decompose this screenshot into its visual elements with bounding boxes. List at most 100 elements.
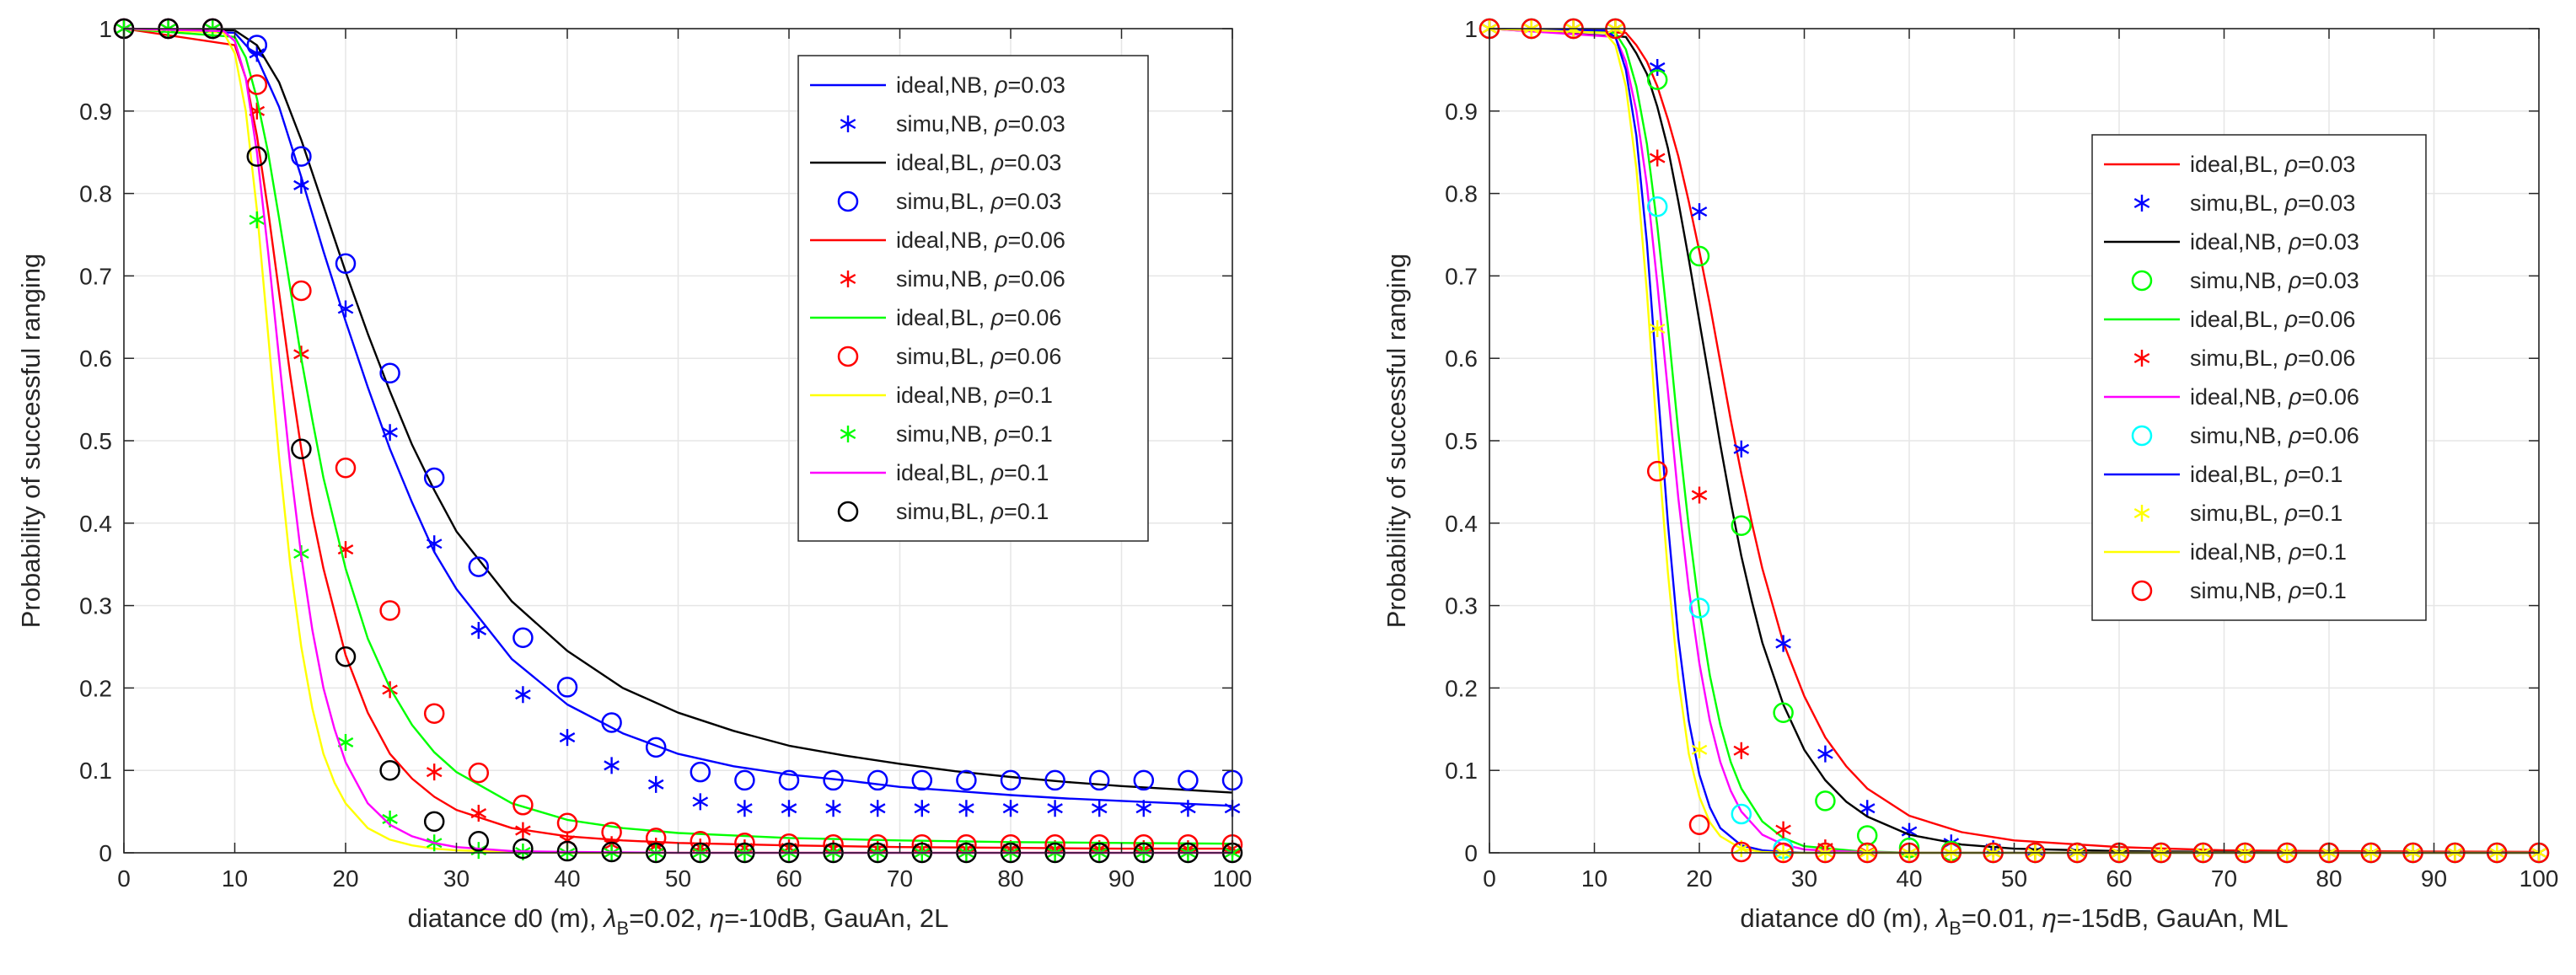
legend-entry: ideal,BL, ρ=0.06 bbox=[2190, 307, 2355, 332]
data-point bbox=[513, 838, 534, 860]
data-point bbox=[1817, 745, 1833, 763]
x-tick-label: 0 bbox=[1483, 865, 1496, 892]
data-point bbox=[1000, 769, 1022, 791]
data-point bbox=[692, 793, 709, 811]
y-tick-label: 0.3 bbox=[79, 593, 112, 619]
data-point bbox=[426, 535, 443, 553]
data-point bbox=[911, 769, 933, 791]
data-point bbox=[382, 424, 398, 442]
y-tick-label: 0.2 bbox=[79, 675, 112, 701]
data-point bbox=[1088, 769, 1110, 791]
data-point bbox=[423, 811, 445, 833]
x-axis-label: diatance d0 (m), λB=0.02, η=-10dB, GauAn… bbox=[408, 903, 949, 939]
data-point bbox=[559, 729, 576, 747]
y-tick-label: 0.8 bbox=[1445, 181, 1478, 207]
data-point bbox=[1091, 800, 1108, 817]
y-tick-label: 0.7 bbox=[1445, 263, 1478, 289]
series-line bbox=[1489, 27, 2539, 854]
y-axis-label: Probability of successful ranging bbox=[1382, 254, 1411, 629]
legend-entry: simu,BL, ρ=0.03 bbox=[896, 189, 1061, 214]
legend-entry: simu,BL, ρ=0.1 bbox=[2190, 501, 2343, 526]
legend-swatch-marker bbox=[2133, 195, 2150, 212]
legend-entry: simu,BL, ρ=0.06 bbox=[2190, 346, 2355, 371]
legend-box bbox=[797, 55, 1149, 542]
legend-swatch-marker bbox=[2131, 425, 2153, 447]
data-point bbox=[1135, 800, 1152, 817]
legend-entry: simu,NB, ρ=0.06 bbox=[896, 266, 1065, 292]
data-point bbox=[423, 467, 445, 489]
data-point bbox=[1773, 702, 1794, 723]
legend-swatch-marker bbox=[2133, 350, 2150, 367]
legend-entry: ideal,NB, ρ=0.03 bbox=[2190, 229, 2359, 254]
x-tick-label: 80 bbox=[997, 865, 1023, 892]
data-point bbox=[958, 800, 974, 817]
data-point bbox=[249, 211, 266, 228]
data-point bbox=[869, 800, 886, 817]
data-point bbox=[1002, 800, 1019, 817]
series-line bbox=[1489, 27, 2539, 854]
data-point bbox=[470, 621, 487, 639]
data-point bbox=[556, 812, 578, 834]
x-tick-label: 70 bbox=[887, 865, 913, 892]
legend-swatch-marker bbox=[2131, 270, 2153, 292]
data-point bbox=[734, 769, 755, 791]
y-tick-label: 0.2 bbox=[1445, 675, 1478, 701]
x-tick-label: 90 bbox=[2421, 865, 2447, 892]
y-axis-label: Probability of successful ranging bbox=[16, 254, 46, 629]
y-tick-label: 0.8 bbox=[79, 181, 112, 207]
y-tick-label: 0 bbox=[99, 840, 112, 866]
x-tick-label: 80 bbox=[2316, 865, 2342, 892]
data-point bbox=[468, 556, 490, 577]
data-point bbox=[426, 763, 443, 781]
series-markers bbox=[113, 18, 1243, 791]
data-point bbox=[515, 822, 531, 839]
data-point bbox=[825, 800, 841, 817]
legend-swatch-marker bbox=[837, 346, 859, 367]
data-point bbox=[335, 646, 357, 667]
legend-entry: ideal,BL, ρ=0.03 bbox=[2190, 152, 2355, 177]
legend: ideal,BL, ρ=0.03 simu,BL, ρ=0.03 ideal,NB,… bbox=[2091, 134, 2427, 621]
x-tick-label: 70 bbox=[2211, 865, 2237, 892]
data-point bbox=[647, 775, 664, 793]
data-point bbox=[1649, 58, 1666, 76]
y-tick-label: 0 bbox=[1464, 840, 1478, 866]
y-tick-label: 0.3 bbox=[1445, 593, 1478, 619]
x-tick-label: 60 bbox=[2106, 865, 2132, 892]
x-tick-label: 0 bbox=[117, 865, 131, 892]
data-point bbox=[556, 840, 578, 862]
data-point bbox=[335, 458, 357, 479]
legend-swatch-marker bbox=[837, 501, 859, 522]
data-point bbox=[914, 800, 931, 817]
legend-swatch-marker bbox=[837, 190, 859, 212]
data-point bbox=[468, 762, 490, 784]
legend-entry: ideal,NB, ρ=0.1 bbox=[2190, 539, 2347, 565]
x-tick-label: 20 bbox=[332, 865, 358, 892]
data-point bbox=[1731, 803, 1752, 825]
legend-swatch-marker bbox=[840, 115, 856, 132]
legend-swatch-marker bbox=[2131, 580, 2153, 602]
chart-1: 0 10 20 30 40 50 60 70 80 90 100 0 0.1 0.2 0.3 0.4 0.5 0.… bbox=[16, 16, 1252, 939]
x-tick-label: 40 bbox=[1896, 865, 1922, 892]
data-point bbox=[601, 712, 622, 733]
y-tick-label: 0.5 bbox=[1445, 428, 1478, 454]
legend-entry: simu,NB, ρ=0.03 bbox=[896, 111, 1065, 137]
data-point bbox=[601, 841, 622, 863]
data-point bbox=[956, 769, 977, 791]
data-point bbox=[291, 438, 312, 460]
x-tick-label: 10 bbox=[1581, 865, 1607, 892]
data-point bbox=[604, 757, 620, 774]
data-point bbox=[1178, 769, 1199, 791]
data-point bbox=[1733, 742, 1750, 759]
data-point bbox=[513, 627, 534, 648]
data-point bbox=[781, 800, 797, 817]
legend-entry: simu,BL, ρ=0.1 bbox=[896, 499, 1049, 524]
data-point bbox=[337, 300, 354, 318]
data-point bbox=[1688, 597, 1710, 619]
data-point bbox=[293, 176, 309, 194]
data-point bbox=[335, 253, 357, 274]
data-point bbox=[1733, 440, 1750, 458]
data-point bbox=[515, 686, 531, 704]
data-point bbox=[1775, 635, 1791, 652]
legend-swatch-marker bbox=[2133, 505, 2150, 522]
data-point bbox=[379, 600, 400, 621]
